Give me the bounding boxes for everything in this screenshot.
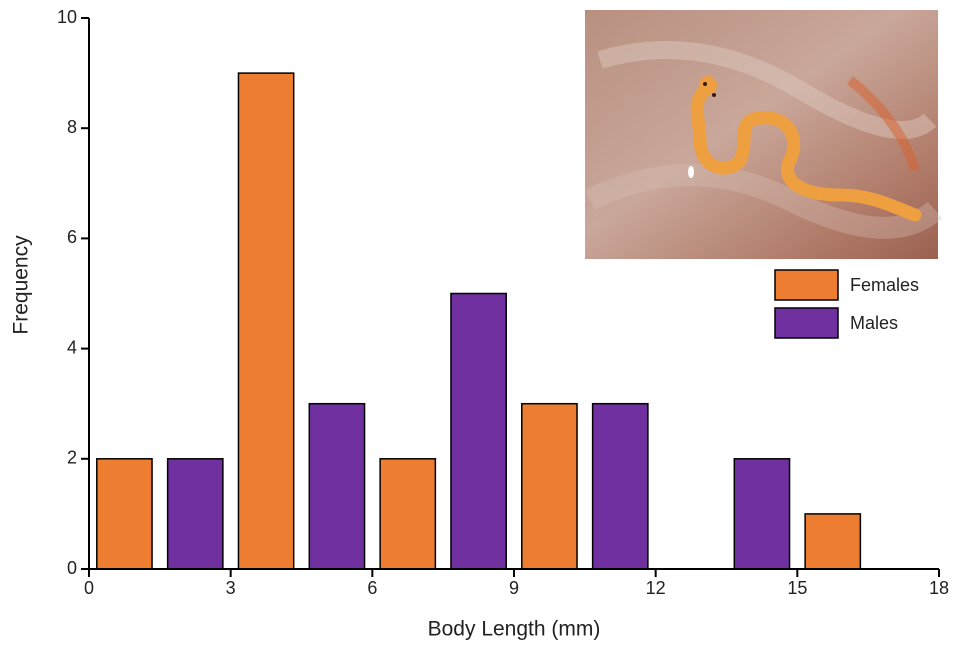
bar [308,402,366,570]
legend-swatch [774,269,839,301]
bar [450,292,507,570]
bar [237,72,295,570]
x-tick-label: 3 [226,578,236,598]
bar [521,402,578,570]
bar [591,402,649,570]
x-axis-label: Body Length (mm) [428,618,601,641]
x-tick-label: 6 [367,578,377,598]
legend-swatch [774,307,839,339]
x-tick-label: 9 [509,578,519,598]
y-tick-label: 0 [67,558,77,578]
x-tick-label: 12 [646,578,666,598]
photo-inset [585,10,943,259]
legend-label: Males [850,313,898,333]
y-tick-label: 6 [67,227,77,247]
legend-label: Females [850,275,919,295]
y-axis-label: Frequency [10,235,33,335]
y-tick-label: 10 [57,7,77,27]
bar [166,458,224,570]
bar [733,458,791,570]
x-tick-label: 0 [84,578,94,598]
x-tick-label: 15 [787,578,807,598]
y-tick-label: 8 [67,117,77,137]
x-tick-label: 18 [929,578,949,598]
bar [379,458,437,570]
y-tick-label: 2 [67,448,77,468]
bar [96,458,153,570]
y-tick-label: 4 [67,337,77,357]
bar [804,513,862,570]
